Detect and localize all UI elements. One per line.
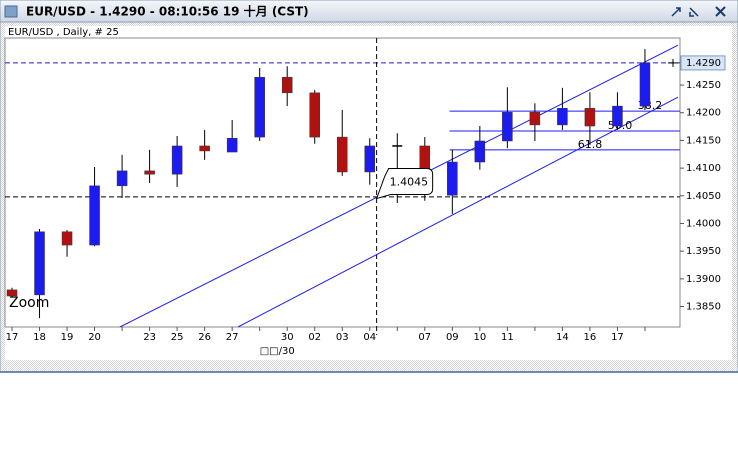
candle-body <box>61 231 73 246</box>
candle-body <box>639 62 651 107</box>
y-tick-label: 1.4200 <box>686 108 721 119</box>
close-button[interactable] <box>715 6 726 17</box>
x-tick-label: 26 <box>198 332 211 343</box>
y-tick-label: 1.4050 <box>686 191 721 202</box>
candle-body <box>226 137 238 153</box>
candle-body <box>502 111 513 142</box>
candle-body <box>34 231 45 296</box>
x-tick-label: 02 <box>308 332 321 343</box>
x-sublabel: □□/30 <box>260 346 295 357</box>
x-tick-label: 14 <box>556 332 569 343</box>
price-bubble <box>375 168 434 200</box>
x-tick-label: 11 <box>501 332 514 343</box>
window-icon <box>4 5 18 18</box>
candle-body <box>309 92 320 138</box>
candle-body <box>171 145 183 175</box>
candle-body <box>116 170 128 187</box>
x-tick-label: 30 <box>281 332 294 343</box>
x-tick-label: 17 <box>6 332 19 343</box>
last-price-label: 1.4290 <box>686 58 721 69</box>
chart-title: EUR/USD , Daily, # 25 <box>8 27 119 38</box>
candle-body <box>584 108 596 127</box>
candle-body <box>281 77 293 94</box>
y-tick-label: 1.3950 <box>686 246 721 257</box>
candle-body <box>199 145 210 152</box>
candle-body <box>336 136 348 173</box>
price-bubble-label: 1.4045 <box>390 176 429 189</box>
chart-area <box>5 26 732 360</box>
candle-body <box>144 170 155 175</box>
channel-line <box>237 96 679 327</box>
x-tick-label: 04 <box>363 332 376 343</box>
candle-body <box>612 105 623 127</box>
candle-body <box>364 145 376 173</box>
x-tick-label: 03 <box>336 332 349 343</box>
x-tick-label: 27 <box>226 332 239 343</box>
x-tick-label: 25 <box>171 332 184 343</box>
y-tick-label: 1.4150 <box>686 135 721 146</box>
last-price-box <box>680 55 726 71</box>
candle-body <box>557 108 568 126</box>
x-tick-label: 23 <box>143 332 156 343</box>
x-tick-label: 10 <box>473 332 486 343</box>
x-tick-label: 09 <box>446 332 459 343</box>
annotation: Zoom <box>9 295 49 311</box>
candle-body <box>254 77 265 138</box>
x-tick-label: 17 <box>611 332 624 343</box>
candle-body <box>529 111 541 126</box>
candle-body <box>89 185 100 246</box>
y-tick-label: 1.4250 <box>686 80 721 91</box>
x-tick-label: 20 <box>88 332 101 343</box>
candle-body <box>447 161 458 196</box>
minimize-button[interactable] <box>689 7 699 17</box>
y-tick-label: 1.4100 <box>686 163 721 174</box>
x-tick-label: 19 <box>61 332 74 343</box>
undock-button[interactable] <box>671 7 681 17</box>
y-tick-label: 1.3900 <box>686 274 721 285</box>
y-tick-label: 1.3850 <box>686 302 721 313</box>
candle-body <box>474 140 486 163</box>
y-tick-label: 1.4000 <box>686 218 721 229</box>
x-tick-label: 18 <box>33 332 46 343</box>
x-tick-label: 07 <box>418 332 431 343</box>
x-tick-label: 16 <box>584 332 597 343</box>
window-title: EUR/USD - 1.4290 - 08:10:56 19 十月 (CST) <box>26 4 309 19</box>
candle-body <box>6 289 18 297</box>
title-bar <box>0 0 738 23</box>
